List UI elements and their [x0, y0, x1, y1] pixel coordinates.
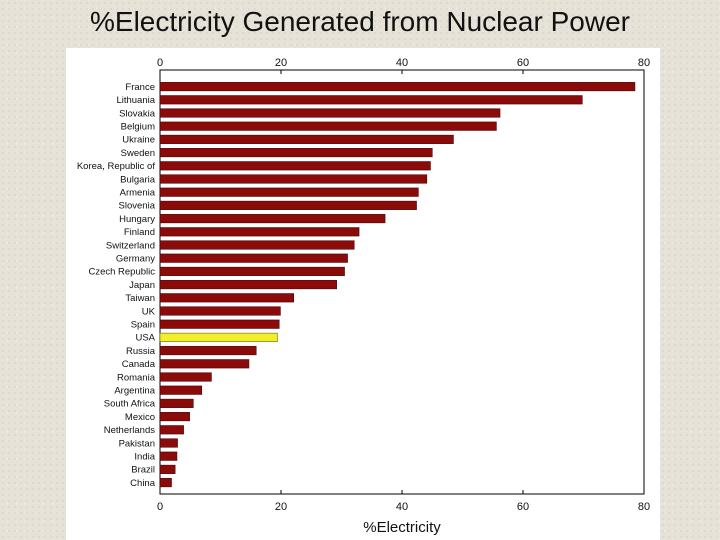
category-label: Hungary: [119, 214, 155, 225]
category-label: Germany: [116, 254, 155, 265]
category-label: Spain: [131, 320, 155, 331]
bar: [159, 266, 345, 276]
bar: [159, 464, 176, 474]
category-label: Brazil: [131, 465, 155, 476]
bar: [159, 451, 178, 461]
category-label: Japan: [129, 280, 155, 291]
category-label: UK: [142, 306, 156, 317]
category-label: Switzerland: [106, 240, 155, 251]
category-label: Canada: [122, 359, 156, 370]
bar: [159, 280, 337, 290]
bar: [159, 306, 281, 316]
category-label: USA: [135, 333, 155, 344]
bar: [159, 240, 355, 250]
category-label: Pakistan: [119, 438, 155, 449]
category-label: China: [130, 478, 156, 489]
category-label: Czech Republic: [88, 267, 155, 278]
category-label: Netherlands: [104, 425, 155, 436]
x-tick-label-top: 20: [275, 57, 287, 69]
bar: [159, 187, 419, 197]
category-label: Ukraine: [122, 135, 155, 146]
category-label: Belgium: [121, 122, 155, 133]
bar: [159, 214, 386, 224]
bar-chart: 0 0 20 20 40 40 60 60 80 80 France Lithuania Slovaki…: [77, 57, 650, 536]
bar: [159, 385, 203, 395]
x-tick-label-top: 40: [396, 57, 408, 69]
bar: [159, 161, 431, 171]
category-label: Finland: [124, 227, 155, 238]
bar: [159, 227, 360, 237]
bar: [159, 200, 417, 210]
bar: [159, 372, 212, 382]
category-label: Slovakia: [119, 108, 156, 119]
bar: [159, 478, 172, 488]
category-label: Sweden: [121, 148, 155, 159]
slide-title: %Electricity Generated from Nuclear Powe…: [90, 6, 630, 37]
category-label: Korea, Republic of: [77, 161, 156, 172]
chart-panel: 0 0 20 20 40 40 60 60 80 80 France Lithuania Slovaki…: [66, 48, 660, 540]
x-tick-label: 20: [275, 501, 287, 513]
x-tick-label-top: 80: [638, 57, 650, 69]
category-label: Mexico: [125, 412, 155, 423]
x-axis-title: %Electricity: [363, 519, 441, 536]
x-tick-label: 80: [638, 501, 650, 513]
category-label: Romania: [117, 372, 156, 383]
bar: [159, 412, 190, 422]
category-label: Armenia: [120, 188, 156, 199]
bar: [159, 95, 583, 105]
x-tick-label: 60: [517, 501, 529, 513]
bar: [159, 346, 257, 356]
x-tick-label: 40: [396, 501, 408, 513]
category-label: South Africa: [104, 399, 156, 410]
bar: [159, 253, 348, 263]
bar: [159, 134, 454, 144]
category-label: India: [134, 452, 155, 463]
bar: [159, 82, 636, 92]
bar: [159, 174, 428, 184]
category-label: Argentina: [114, 386, 155, 397]
bar: [159, 121, 497, 131]
bar: [159, 319, 280, 329]
bar: [159, 148, 433, 158]
category-label: France: [125, 82, 155, 93]
category-label: Russia: [126, 346, 156, 357]
category-label: Bulgaria: [120, 174, 156, 185]
bar: [159, 293, 295, 303]
category-label: Slovenia: [119, 201, 156, 212]
bar: [159, 438, 178, 448]
bar: [159, 359, 250, 369]
x-tick-label-top: 60: [517, 57, 529, 69]
bar-highlight: [159, 332, 278, 342]
x-tick-label-top: 0: [157, 57, 163, 69]
x-tick-label: 0: [157, 501, 163, 513]
bar: [159, 398, 194, 408]
bar: [159, 108, 501, 118]
category-label: Lithuania: [116, 95, 155, 106]
category-label: Taiwan: [125, 293, 155, 304]
bar: [159, 425, 184, 435]
